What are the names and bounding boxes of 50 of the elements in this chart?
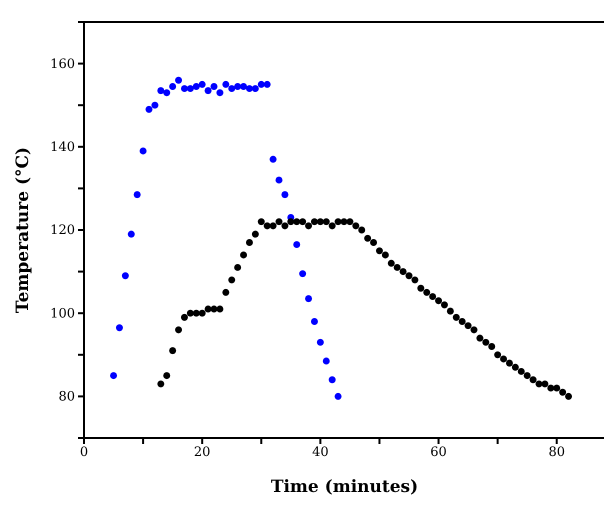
- x-axis-title: Time (minutes): [270, 477, 418, 497]
- point: [228, 85, 236, 92]
- point: [310, 318, 318, 325]
- point: [110, 372, 118, 380]
- x-tick-label: 80: [548, 445, 565, 460]
- point: [210, 83, 218, 90]
- point: [293, 241, 300, 248]
- point: [322, 358, 330, 365]
- y-tick-label: 120: [50, 223, 75, 238]
- point: [186, 85, 194, 92]
- point: [328, 376, 336, 384]
- point: [270, 156, 277, 163]
- point: [169, 83, 176, 90]
- point: [299, 270, 306, 278]
- point: [222, 80, 230, 88]
- y-tick-label: 80: [58, 390, 75, 405]
- x-tick-label: 0: [80, 445, 88, 460]
- y-tick-label: 140: [50, 140, 75, 155]
- point: [264, 80, 271, 88]
- point: [122, 272, 129, 280]
- point: [180, 85, 188, 92]
- x-tick-label: 20: [194, 445, 210, 460]
- point: [276, 176, 282, 184]
- x-tick-label: 60: [430, 445, 447, 460]
- point: [175, 76, 182, 84]
- point: [134, 191, 141, 198]
- point: [240, 83, 248, 90]
- point: [128, 230, 135, 238]
- point: [246, 85, 253, 92]
- y-axis-title: Temperature (°C): [13, 146, 33, 314]
- point: [198, 80, 206, 88]
- y-tick-label: 100: [50, 306, 75, 322]
- point: [305, 295, 312, 302]
- point: [204, 87, 212, 94]
- point: [216, 89, 224, 96]
- point: [140, 147, 147, 154]
- point: [151, 102, 158, 109]
- point: [146, 106, 152, 113]
- point: [258, 80, 265, 88]
- point: [316, 338, 324, 346]
- point: [252, 85, 259, 92]
- point: [334, 392, 342, 400]
- y-tick-label: 160: [50, 56, 75, 72]
- point: [192, 83, 200, 90]
- point: [116, 324, 123, 332]
- x-tick-label: 40: [312, 445, 329, 460]
- point: [157, 87, 164, 94]
- point: [163, 89, 170, 96]
- point: [234, 83, 242, 90]
- point: [281, 191, 288, 198]
